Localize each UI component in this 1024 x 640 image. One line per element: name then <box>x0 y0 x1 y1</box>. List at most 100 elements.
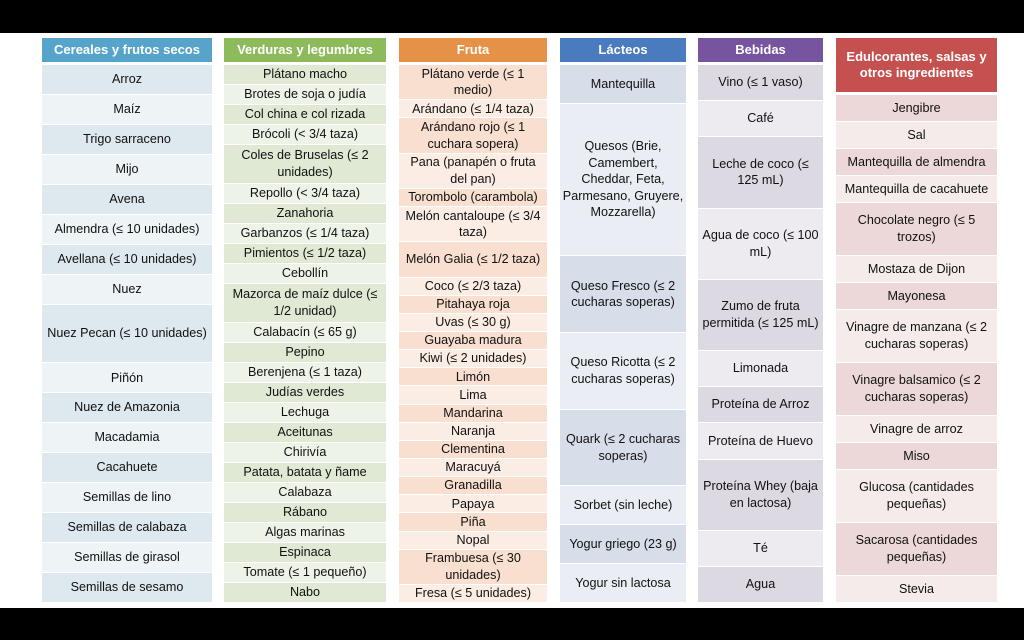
table-cell: Sorbet (sin leche) <box>560 486 686 526</box>
table-cell: Almendra (≤ 10 unidades) <box>42 214 212 245</box>
table-cell: Melón Galia (≤ 1/2 taza) <box>399 242 547 278</box>
table-cell: Pepino <box>224 343 386 363</box>
column-vegetables-legumes: Verduras y legumbres Plátano macho Brotes… <box>224 38 386 603</box>
column-cells: Arroz Maíz Trigo sarraceno Mijo Avena Almendr… <box>42 65 212 603</box>
table-cell: Vinagre de arroz <box>836 416 997 443</box>
table-cell: Calabacín (≤ 65 g) <box>224 323 386 343</box>
table-cell: Arroz <box>42 65 212 95</box>
table-cell: Mantequilla de cacahuete <box>836 176 997 203</box>
table-cell: Agua <box>698 566 823 604</box>
table-cell: Proteína de Arroz <box>698 387 823 424</box>
table-cell: Nuez Pecan (≤ 10 unidades) <box>42 304 212 364</box>
table-cell: Maíz <box>42 94 212 125</box>
table-cell: Nuez de Amazonia <box>42 393 212 424</box>
table-cell: Arándano rojo (≤ 1 cuchara sopera) <box>399 118 547 154</box>
table-cell: Quark (≤ 2 cucharas soperas) <box>560 409 686 487</box>
table-cell: Melón cantaloupe (≤ 3/4 taza) <box>399 207 547 243</box>
table-cell: Clementina <box>399 440 547 460</box>
table-cell: Proteína Whey (baja en lactosa) <box>698 459 823 531</box>
table-cell: Guayaba madura <box>399 332 547 351</box>
table-cell: Espinaca <box>224 543 386 563</box>
column-cells: Plátano verde (≤ 1 medio) Arándano (≤ 1/4… <box>399 65 547 604</box>
table-cell: Col china e col rizada <box>224 105 386 125</box>
table-cell: Limonada <box>698 351 823 388</box>
table-cell: Chirivía <box>224 443 386 463</box>
table-cell: Stevia <box>836 576 997 603</box>
table-cell: Plátano verde (≤ 1 medio) <box>399 65 547 101</box>
table-cell: Lechuga <box>224 403 386 423</box>
table-cell: Jengibre <box>836 95 997 122</box>
table-cell: Zumo de fruta permitida (≤ 125 mL) <box>698 279 823 352</box>
table-cell: Uvas (≤ 30 g) <box>399 313 547 333</box>
table-cell: Mayonesa <box>836 283 997 310</box>
table-cell: Semillas de girasol <box>42 543 212 573</box>
table-cell: Queso Fresco (≤ 2 cucharas soperas) <box>560 256 686 333</box>
column-header: Verduras y legumbres <box>224 38 386 62</box>
table-cell: Cebollín <box>224 264 386 284</box>
table-cell: Granadilla <box>399 477 547 496</box>
table-cell: Piñón <box>42 363 212 394</box>
table-cell: Sacarosa (cantidades pequeñas) <box>836 523 997 576</box>
table-cell: Zanahoria <box>224 204 386 224</box>
table-cell: Mandarina <box>399 404 547 423</box>
table-cell: Café <box>698 101 823 138</box>
table-cell: Brotes de soja o judía <box>224 85 386 105</box>
table-cell: Yogur griego (23 g) <box>560 525 686 565</box>
table-cell: Leche de coco (≤ 125 mL) <box>698 137 823 209</box>
table-cell: Pana (panapén o fruta del pan) <box>399 153 547 189</box>
table-cell: Semillas de lino <box>42 483 212 514</box>
table-cell: Sal <box>836 122 997 149</box>
table-cell: Torombolo (carambola) <box>399 188 547 208</box>
table-cell: Pitahaya roja <box>399 295 547 314</box>
table-cell: Proteína de Huevo <box>698 423 823 460</box>
table-cell: Yogur sin lactosa <box>560 564 686 604</box>
column-cereals-nuts: Cereales y frutos secos Arroz Maíz Trigo s… <box>42 38 212 603</box>
table-cell: Calabaza <box>224 483 386 503</box>
column-header: Lácteos <box>560 38 686 62</box>
table-cell: Trigo sarraceno <box>42 124 212 155</box>
table-cell: Mantequilla de almendra <box>836 149 997 176</box>
table-cell: Berenjena (≤ 1 taza) <box>224 363 386 383</box>
table-cell: Papaya <box>399 495 547 514</box>
table-cell: Maracuyá <box>399 459 547 478</box>
table-cell: Miso <box>836 443 997 470</box>
column-sweeteners-sauces: Edulcorantes, salsas y otros ingrediente… <box>836 38 997 603</box>
table-cell: Coco (≤ 2/3 taza) <box>399 277 547 296</box>
table-cell: Glucosa (cantidades pequeñas) <box>836 470 997 523</box>
food-table: Cereales y frutos secos Arroz Maíz Trigo s… <box>0 33 1024 608</box>
table-cell: Brócoli (< 3/4 taza) <box>224 125 386 145</box>
table-cell: Vinagre de manzana (≤ 2 cucharas soperas… <box>836 310 997 363</box>
table-cell: Quesos (Brie, Camembert, Cheddar, Feta, … <box>560 103 686 257</box>
table-cell: Kiwi (≤ 2 unidades) <box>399 350 547 369</box>
table-cell: Agua de coco (≤ 100 mL) <box>698 208 823 280</box>
table-cell: Tomate (≤ 1 pequeño) <box>224 563 386 583</box>
table-cell: Vinagre balsamico (≤ 2 cucharas soperas) <box>836 363 997 416</box>
table-cell: Queso Ricotta (≤ 2 cucharas soperas) <box>560 333 686 410</box>
table-cell: Naranja <box>399 422 547 441</box>
table-cell: Avena <box>42 184 212 215</box>
table-cell: Lima <box>399 386 547 405</box>
table-cell: Piña <box>399 513 547 532</box>
table-cell: Nabo <box>224 583 386 603</box>
table-cell: Limón <box>399 368 547 387</box>
table-cell: Coles de Bruselas (≤ 2 unidades) <box>224 145 386 184</box>
table-cell: Semillas de sesamo <box>42 572 212 603</box>
table-cell: Rábano <box>224 503 386 523</box>
table-cell: Repollo (< 3/4 taza) <box>224 184 386 204</box>
column-fruit: Fruta Plátano verde (≤ 1 medio) Arándano … <box>399 38 547 604</box>
column-cells: Vino (≤ 1 vaso) Café Leche de coco (≤ 125 … <box>698 65 823 604</box>
table-cell: Cacahuete <box>42 453 212 484</box>
table-cell: Garbanzos (≤ 1/4 taza) <box>224 224 386 244</box>
table-cell: Mazorca de maíz dulce (≤ 1/2 unidad) <box>224 284 386 323</box>
table-cell: Mijo <box>42 154 212 185</box>
table-cell: Plátano macho <box>224 65 386 85</box>
column-header: Bebidas <box>698 38 823 62</box>
column-cells: Mantequilla Quesos (Brie, Camembert, Ched… <box>560 65 686 604</box>
column-drinks: Bebidas Vino (≤ 1 vaso) Café Leche de coco… <box>698 38 823 604</box>
table-cell: Pimientos (≤ 1/2 taza) <box>224 244 386 264</box>
table-cell: Chocolate negro (≤ 5 trozos) <box>836 203 997 256</box>
table-cell: Mostaza de Dijon <box>836 256 997 283</box>
column-cells: Jengibre Sal Mantequilla de almendra Manteq… <box>836 95 997 603</box>
table-cell: Té <box>698 530 823 567</box>
table-cell: Mantequilla <box>560 65 686 104</box>
